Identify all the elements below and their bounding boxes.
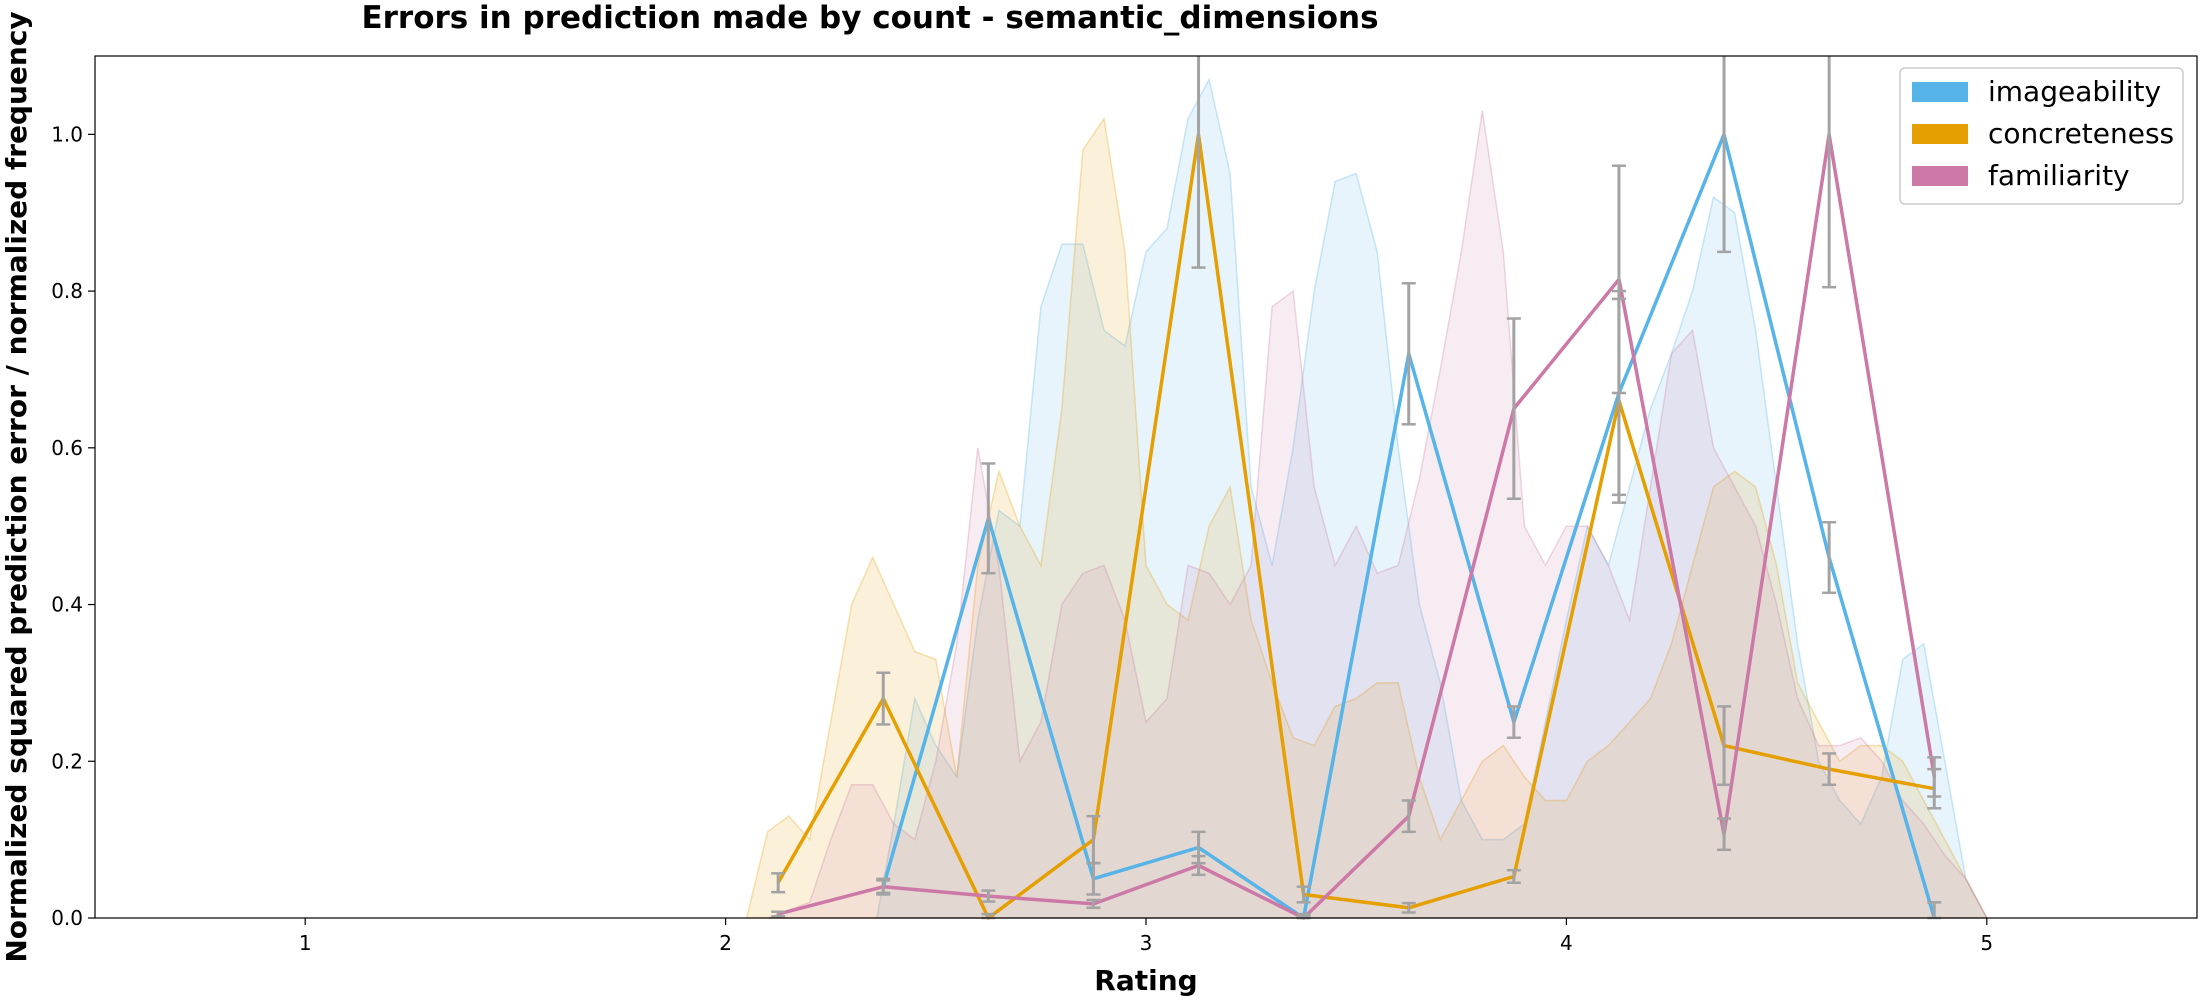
- error-bar-imageability: [1717, 56, 1732, 254]
- legend: imageability concreteness familiarity: [1899, 67, 2184, 205]
- chart-title: Errors in prediction made by count - sem…: [361, 0, 1378, 36]
- error-bar-familiarity: [981, 889, 996, 903]
- legend-frame: [1899, 67, 2184, 205]
- legend-swatch-familiarity: [1912, 166, 1968, 186]
- error-bar-familiarity: [1401, 799, 1416, 834]
- error-bar-imageability: [1401, 282, 1416, 426]
- x-axis-label: Rating: [1094, 964, 1197, 997]
- x-axis-ticks: 1 2 3 4 5: [299, 918, 1993, 955]
- legend-swatch-imageability: [1912, 82, 1968, 102]
- distribution-area-familiarity: [767, 110, 1989, 919]
- error-bar-concreteness: [1717, 705, 1732, 787]
- distribution-area-concreteness: [745, 116, 1989, 919]
- error-bar-familiarity: [1086, 898, 1101, 910]
- x-tick-label: 1: [299, 931, 312, 955]
- distribution-area-imageability: [876, 77, 1989, 919]
- error-bar-concreteness: [1401, 901, 1416, 914]
- legend-label-imageability: imageability: [1988, 75, 2161, 108]
- legend-label-concreteness: concreteness: [1988, 117, 2174, 150]
- error-bar-concreteness: [876, 671, 891, 726]
- error-bar-concreteness: [1191, 56, 1206, 269]
- error-bar-familiarity: [1927, 756, 1942, 798]
- y-axis-label: Normalized squared prediction error / no…: [0, 11, 33, 962]
- error-bar-imageability: [1822, 521, 1837, 595]
- error-bar-familiarity: [1611, 164, 1626, 395]
- y-tick-label: 0.2: [51, 749, 83, 773]
- error-bar-familiarity: [1506, 317, 1521, 501]
- y-tick-label: 0.0: [51, 906, 83, 930]
- series-line-familiarity: [777, 132, 1937, 920]
- legend-label-familiarity: familiarity: [1988, 159, 2130, 192]
- error-bar-concreteness: [1086, 814, 1101, 865]
- error-bar-familiarity: [771, 910, 786, 918]
- error-bar-concreteness: [1822, 752, 1837, 787]
- error-bar-concreteness: [1506, 868, 1521, 884]
- error-bar-familiarity: [876, 879, 891, 895]
- y-tick-label: 0.6: [51, 436, 83, 460]
- error-bar-familiarity: [1822, 56, 1837, 289]
- x-tick-label: 4: [1560, 931, 1573, 955]
- y-axis-ticks: 0.0 0.2 0.4 0.6 0.8 1.0: [51, 122, 95, 930]
- error-bar-familiarity: [1191, 854, 1206, 877]
- y-tick-label: 0.8: [51, 279, 83, 303]
- error-bar-concreteness: [771, 872, 786, 894]
- y-tick-label: 1.0: [51, 122, 83, 146]
- x-tick-label: 5: [1980, 931, 1993, 955]
- error-bar-familiarity: [1717, 817, 1732, 852]
- error-bar-concreteness: [1296, 885, 1311, 904]
- legend-swatch-concreteness: [1912, 124, 1968, 144]
- error-bar-imageability: [1506, 705, 1521, 740]
- x-tick-label: 3: [1140, 931, 1153, 955]
- error-bar-imageability: [981, 462, 996, 575]
- series-line-concreteness: [776, 132, 1935, 920]
- distribution-areas: [745, 77, 1989, 919]
- x-tick-label: 2: [719, 931, 732, 955]
- y-tick-label: 0.4: [51, 593, 83, 617]
